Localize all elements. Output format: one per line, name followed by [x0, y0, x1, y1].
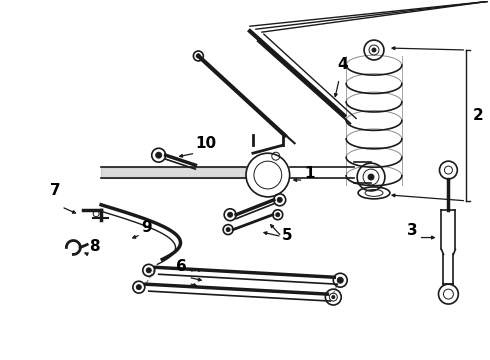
Text: 6: 6 [175, 259, 186, 274]
Text: 7: 7 [49, 183, 60, 198]
Circle shape [228, 212, 233, 217]
Circle shape [147, 268, 151, 273]
Circle shape [226, 228, 230, 231]
Circle shape [372, 48, 376, 52]
Circle shape [156, 152, 162, 158]
Text: 9: 9 [141, 220, 151, 235]
Circle shape [337, 277, 343, 283]
Text: 10: 10 [196, 136, 217, 151]
Circle shape [332, 296, 335, 298]
Text: 5: 5 [282, 228, 293, 243]
Text: 8: 8 [89, 239, 100, 255]
Circle shape [196, 54, 200, 58]
Text: 1: 1 [305, 166, 315, 181]
Text: 3: 3 [407, 222, 417, 238]
Circle shape [276, 213, 280, 217]
Text: 2: 2 [473, 108, 484, 123]
Circle shape [277, 197, 282, 202]
Circle shape [368, 174, 374, 180]
Text: 4: 4 [337, 57, 348, 72]
Circle shape [136, 285, 141, 290]
